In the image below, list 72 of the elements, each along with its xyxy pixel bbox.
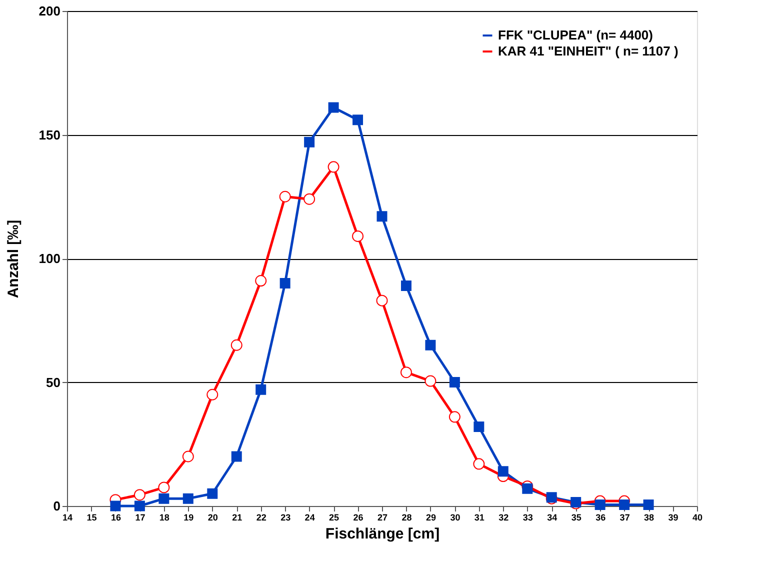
point [207, 488, 218, 499]
x-tick-label: 16 [110, 512, 121, 522]
point [522, 483, 533, 494]
y-tick-label: 0 [53, 498, 60, 514]
x-tick-label: 21 [232, 512, 242, 522]
point [255, 275, 267, 287]
x-tick-label: 32 [498, 512, 509, 522]
x-tick-label: 26 [353, 512, 364, 522]
x-tick-label: 27 [377, 512, 388, 522]
y-tick-label: 100 [38, 251, 60, 266]
point [474, 422, 484, 432]
point [473, 458, 485, 470]
point [206, 388, 218, 400]
point [352, 230, 364, 242]
point [328, 161, 340, 173]
x-tick-label: 39 [668, 512, 678, 522]
point [594, 500, 606, 510]
x-tick-label: 35 [571, 512, 582, 522]
point [400, 280, 412, 291]
point [352, 114, 364, 126]
point [134, 500, 145, 512]
x-tick-label: 37 [620, 512, 630, 522]
point [425, 340, 436, 350]
point [230, 339, 242, 351]
x-tick-label: 15 [86, 512, 97, 522]
point [376, 211, 388, 222]
point [304, 136, 315, 148]
legend-label: FFK "CLUPEA" (n= 4400) [498, 28, 653, 42]
x-tick-label: 29 [426, 512, 436, 522]
point [158, 493, 170, 504]
point [619, 500, 630, 510]
x-tick-label: 22 [256, 512, 266, 522]
y-tick-label: 150 [38, 127, 60, 142]
point [231, 451, 242, 462]
x-tick-label: 23 [280, 512, 291, 522]
x-tick-label: 18 [159, 512, 170, 522]
point [643, 500, 654, 510]
x-tick-label: 14 [62, 512, 73, 522]
x-tick-label: 36 [596, 512, 606, 522]
y-axis-title: Anzahl [‰] [4, 220, 22, 298]
x-tick-label: 28 [402, 512, 412, 522]
x-tick-label: 24 [304, 512, 315, 522]
point [304, 193, 316, 205]
point [376, 294, 388, 306]
x-tick-label: 25 [329, 512, 340, 522]
y-tick-label: 50 [46, 374, 60, 390]
point [424, 375, 436, 387]
point [449, 377, 460, 388]
x-tick-label: 40 [692, 512, 703, 522]
x-tick-label: 34 [547, 512, 558, 522]
point [182, 493, 194, 504]
point [400, 366, 412, 378]
x-axis-title: Fischlänge [cm] [325, 526, 440, 542]
point [280, 278, 290, 288]
x-tick-label: 17 [135, 512, 146, 522]
x-tick-label: 38 [644, 512, 654, 522]
legend-label: KAR 41 "EINHEIT" ( n= 1107 ) [498, 44, 678, 58]
point [328, 102, 339, 113]
x-tick-label: 33 [522, 512, 533, 522]
point [134, 489, 146, 501]
x-tick-label: 30 [450, 512, 460, 522]
point [279, 190, 291, 202]
point [158, 482, 170, 494]
y-tick-label: 200 [38, 4, 60, 18]
point [498, 466, 508, 477]
point [448, 411, 460, 423]
point [182, 450, 194, 462]
point [110, 500, 121, 512]
x-tick-label: 31 [474, 512, 484, 522]
x-tick-label: 19 [184, 512, 194, 522]
point [256, 384, 266, 395]
x-tick-label: 20 [208, 512, 218, 522]
